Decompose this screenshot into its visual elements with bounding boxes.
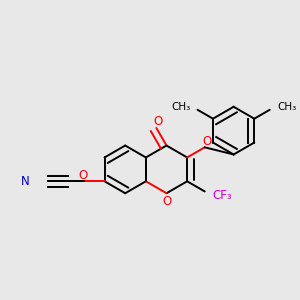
- Text: N: N: [21, 175, 30, 188]
- Text: O: O: [162, 195, 171, 208]
- Text: CH₃: CH₃: [277, 102, 296, 112]
- Text: CH₃: CH₃: [171, 102, 190, 112]
- Text: O: O: [78, 169, 87, 182]
- Text: O: O: [202, 135, 212, 148]
- Text: O: O: [153, 115, 162, 128]
- Text: CF₃: CF₃: [212, 189, 232, 202]
